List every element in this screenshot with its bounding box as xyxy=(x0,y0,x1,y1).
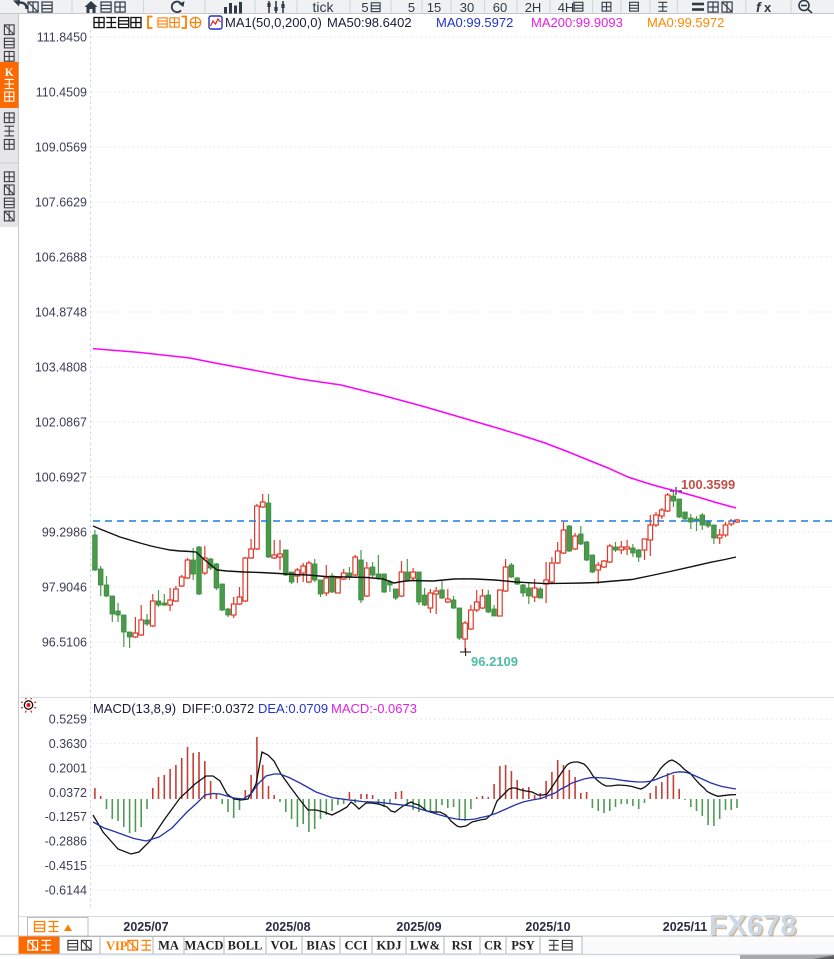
svg-text:103.4808: 103.4808 xyxy=(35,361,87,375)
svg-text:97.9046: 97.9046 xyxy=(42,581,87,595)
svg-text:-0.6144: -0.6144 xyxy=(45,884,87,898)
svg-text:109.0569: 109.0569 xyxy=(35,141,87,155)
svg-text:MA: MA xyxy=(158,939,179,953)
svg-text:5: 5 xyxy=(361,0,368,15)
svg-text:111.8450: 111.8450 xyxy=(37,31,87,45)
svg-text:BOLL: BOLL xyxy=(228,939,263,953)
svg-text:60: 60 xyxy=(493,0,507,15)
svg-text:106.2688: 106.2688 xyxy=(35,251,87,265)
svg-text:4H: 4H xyxy=(558,0,575,15)
svg-text:107.6629: 107.6629 xyxy=(35,196,87,210)
svg-text:100.6927: 100.6927 xyxy=(35,471,87,485)
svg-text:MA1(50,0,200,0): MA1(50,0,200,0) xyxy=(225,15,322,30)
svg-text:CR: CR xyxy=(484,939,503,953)
svg-text:0.3630: 0.3630 xyxy=(49,737,87,751)
svg-text:2025/07: 2025/07 xyxy=(123,920,168,934)
svg-text:110.4509: 110.4509 xyxy=(36,86,87,100)
svg-text:104.8748: 104.8748 xyxy=(35,306,87,320)
svg-text:0.2001: 0.2001 xyxy=(49,761,87,775)
svg-text:VOL: VOL xyxy=(271,939,298,953)
svg-text:2H: 2H xyxy=(525,0,542,15)
svg-text:MACD: MACD xyxy=(185,939,224,953)
svg-text:DEA:0.0709: DEA:0.0709 xyxy=(258,701,328,716)
svg-text:2025/10: 2025/10 xyxy=(525,920,570,934)
svg-text:102.0867: 102.0867 xyxy=(35,416,87,430)
svg-text:-0.1257: -0.1257 xyxy=(45,810,87,824)
svg-text:VIP: VIP xyxy=(106,939,128,953)
svg-text:2025/09: 2025/09 xyxy=(396,920,441,934)
svg-text:RSI: RSI xyxy=(452,939,473,953)
svg-text:CCI: CCI xyxy=(345,939,368,953)
svg-text:MA50:98.6402: MA50:98.6402 xyxy=(327,15,412,30)
svg-text:30: 30 xyxy=(460,0,474,15)
svg-text:BIAS: BIAS xyxy=(306,939,335,953)
svg-text:f: f xyxy=(756,0,762,15)
svg-text:LW&: LW& xyxy=(410,939,440,953)
svg-text:0.0372: 0.0372 xyxy=(49,786,87,800)
svg-text:-0.4515: -0.4515 xyxy=(45,859,87,873)
svg-text:5: 5 xyxy=(408,0,415,15)
svg-text:MA0:99.5972: MA0:99.5972 xyxy=(647,15,724,30)
svg-text:MACD:-0.0673: MACD:-0.0673 xyxy=(331,701,417,716)
svg-text:MA0:99.5972: MA0:99.5972 xyxy=(436,15,513,30)
svg-text:DIFF:0.0372: DIFF:0.0372 xyxy=(182,701,254,716)
svg-text:100.3599: 100.3599 xyxy=(681,477,735,492)
svg-text:KDJ: KDJ xyxy=(377,939,402,953)
svg-text:96.2109: 96.2109 xyxy=(471,654,518,669)
svg-text:-0.2886: -0.2886 xyxy=(45,835,87,849)
svg-text:2025/11: 2025/11 xyxy=(663,920,708,934)
svg-text:2025/08: 2025/08 xyxy=(265,920,310,934)
svg-text:0.5259: 0.5259 xyxy=(49,713,87,727)
svg-text:99.2986: 99.2986 xyxy=(42,526,87,540)
svg-text:15: 15 xyxy=(427,0,441,15)
svg-text:tick: tick xyxy=(313,0,335,15)
svg-text:x: x xyxy=(764,0,772,15)
svg-text:PSY: PSY xyxy=(511,939,535,953)
svg-text:96.5106: 96.5106 xyxy=(42,636,87,650)
svg-text:MACD(13,8,9): MACD(13,8,9) xyxy=(93,701,176,716)
svg-text:K: K xyxy=(5,67,14,79)
svg-text:MA200:99.9093: MA200:99.9093 xyxy=(531,15,623,30)
